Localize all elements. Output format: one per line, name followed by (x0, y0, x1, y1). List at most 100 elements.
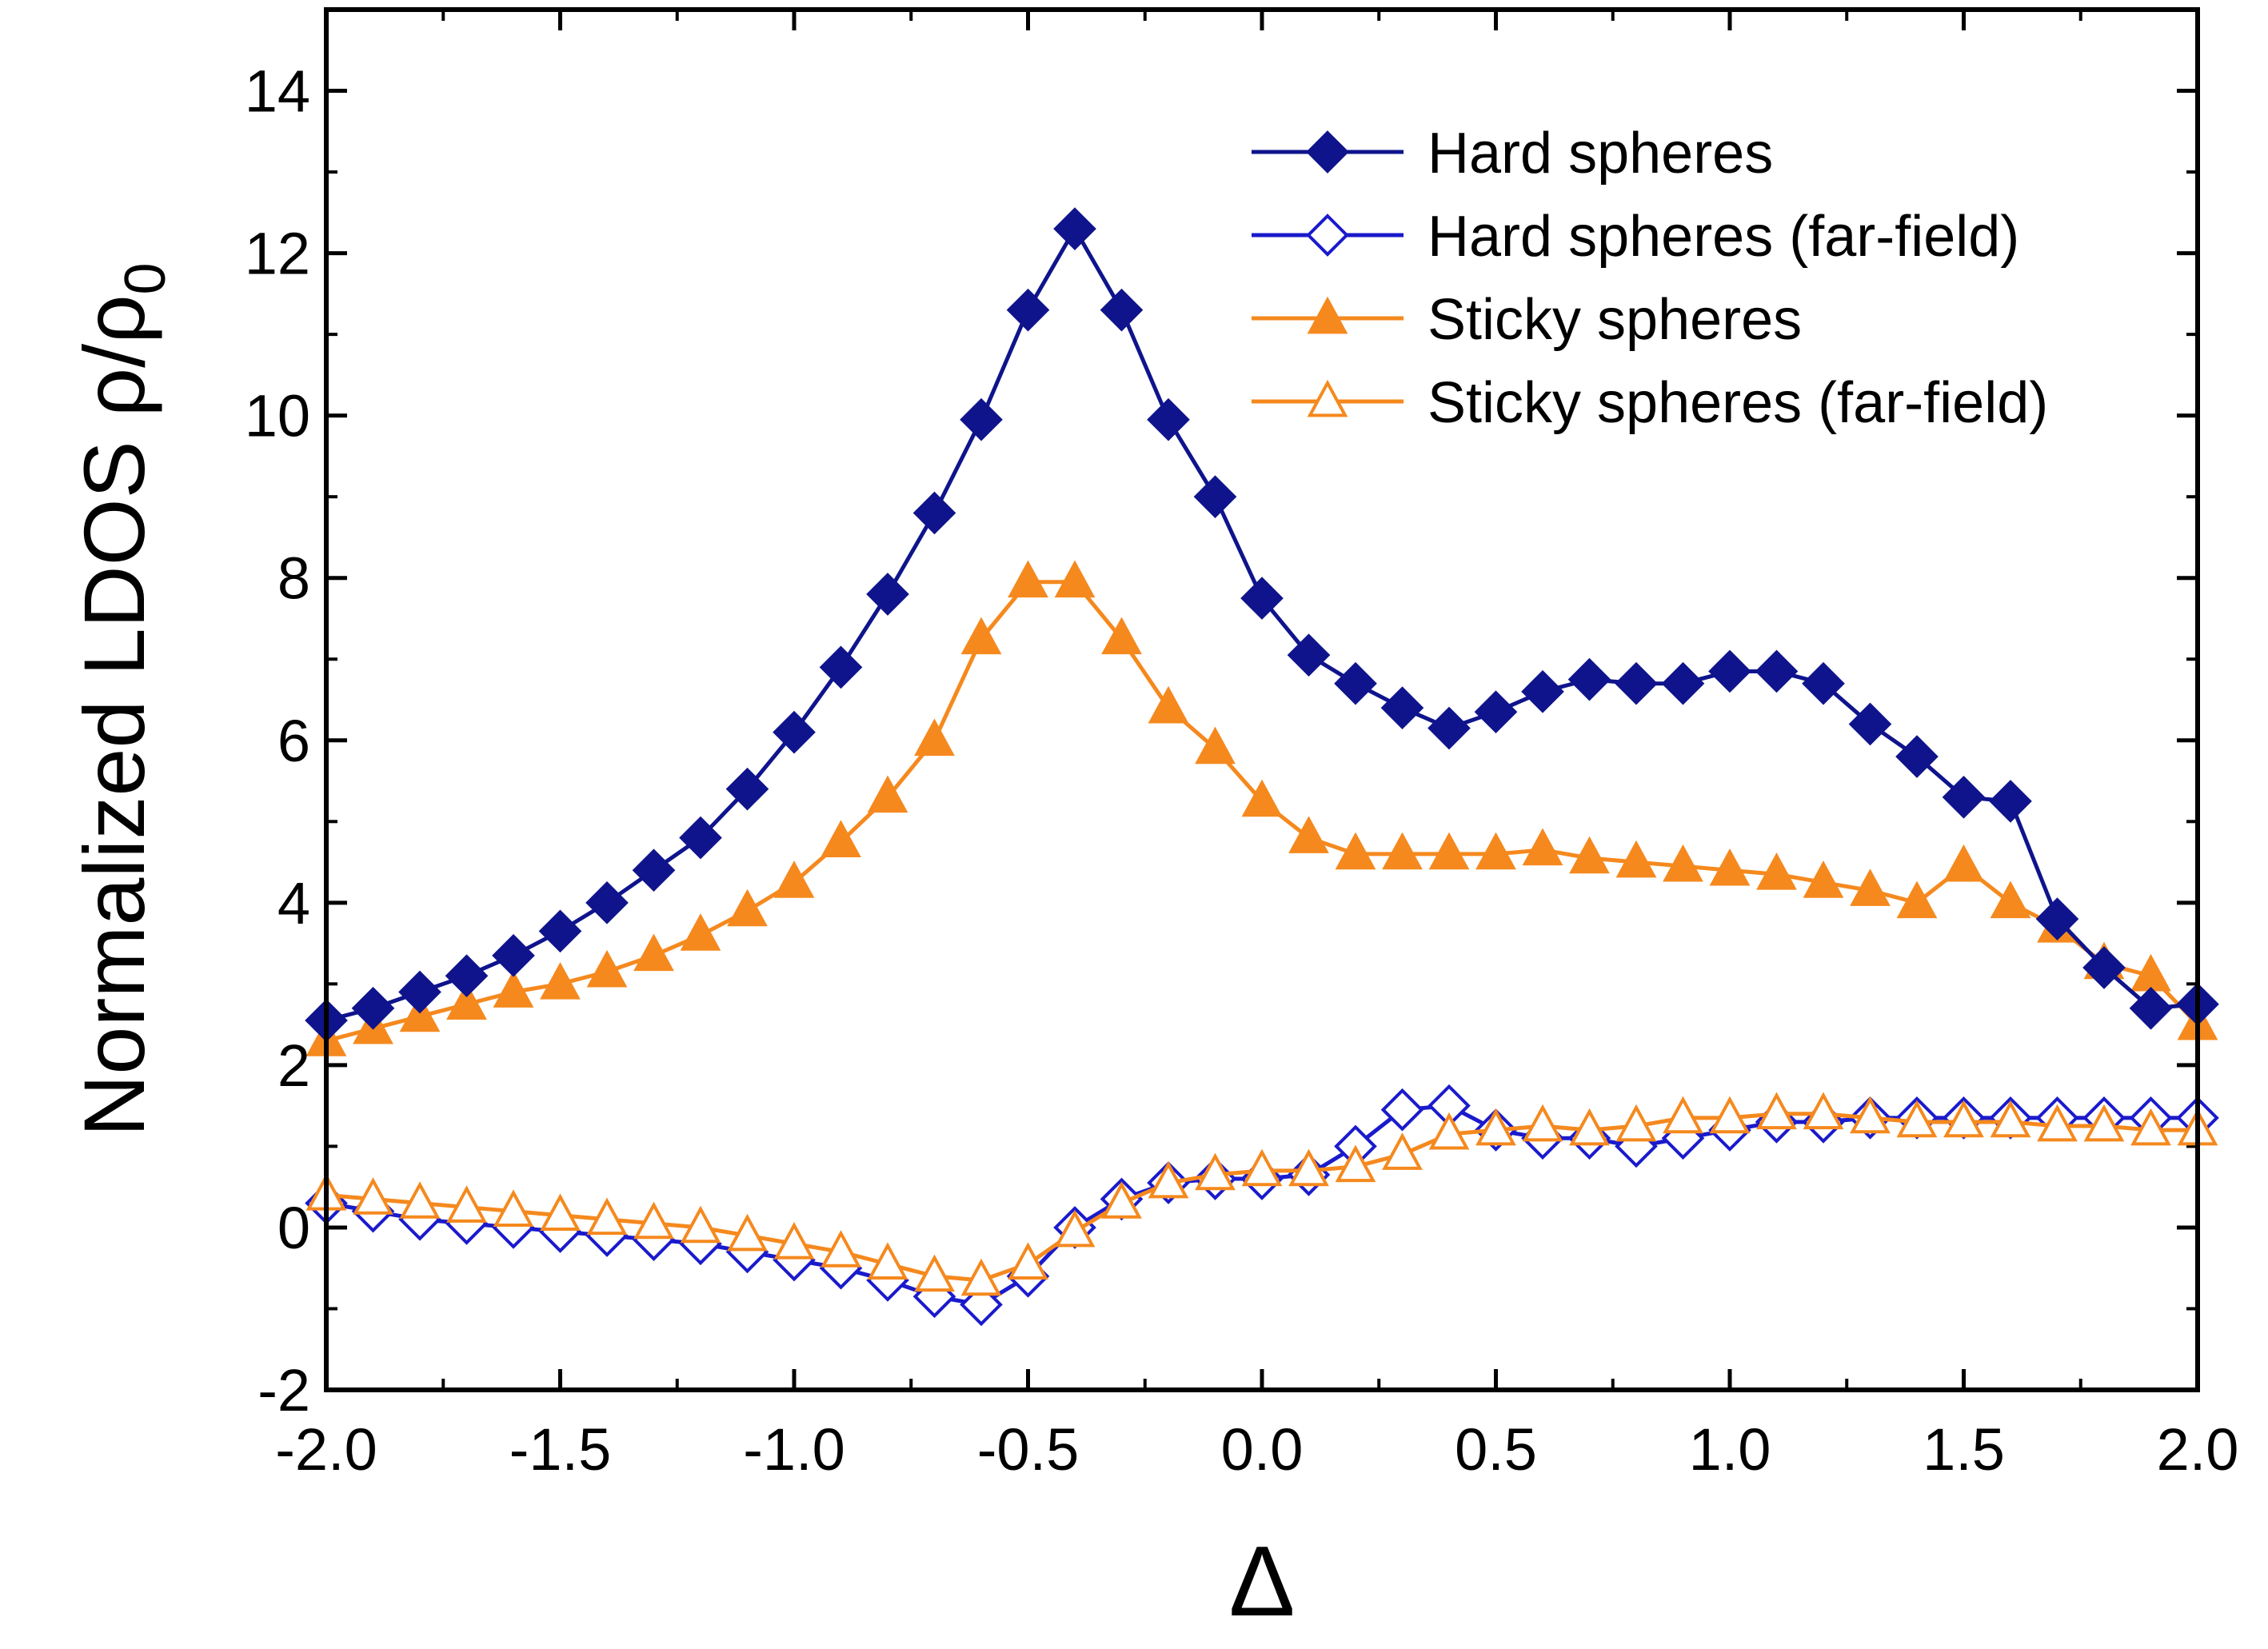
data-point (1147, 397, 1190, 441)
legend-item: Hard spheres (1252, 122, 1773, 186)
legend-label: Sticky spheres (far-field) (1427, 371, 2048, 435)
plot-frame (324, 7, 2200, 1392)
x-axis-title: Δ (1229, 1527, 1296, 1637)
data-point (867, 1242, 908, 1280)
data-point (1942, 776, 1986, 819)
data-point (586, 1197, 628, 1236)
data-point (727, 888, 768, 927)
data-point (1663, 1096, 1703, 1134)
data-point (1100, 288, 1144, 332)
y-tick-label: 8 (278, 545, 310, 612)
data-point (2037, 1104, 2078, 1142)
data-point (586, 949, 628, 988)
data-point (1427, 706, 1471, 750)
data-point (399, 1181, 441, 1219)
data-point (914, 718, 955, 757)
y-tick-label: 0 (278, 1195, 310, 1261)
y-axis-title-main: Normalized LDOS ρ/ρ (66, 294, 162, 1136)
data-point (1661, 661, 1705, 705)
data-point (1240, 577, 1284, 620)
data-point (725, 767, 769, 811)
x-tick-label: 0.0 (1221, 1416, 1304, 1483)
data-point (1054, 560, 1096, 598)
x-tick-label: -1.5 (509, 1416, 612, 1483)
data-point (633, 933, 674, 972)
data-point (1008, 560, 1048, 598)
legend-marker (1306, 130, 1349, 174)
data-point (1708, 649, 1751, 693)
legend-label: Hard spheres (1427, 122, 1773, 186)
data-point (1943, 844, 1984, 882)
data-point (1755, 649, 1799, 693)
data-point (1802, 661, 1845, 705)
data-point (1428, 832, 1470, 870)
data-point (1896, 1100, 1938, 1138)
data-point (1428, 1112, 1470, 1150)
data-point (445, 954, 489, 998)
y-tick-label: 12 (245, 221, 310, 287)
data-point (1569, 836, 1610, 874)
data-point (912, 491, 956, 535)
data-point (1990, 1100, 2031, 1138)
data-point (632, 848, 676, 892)
legend-item: Hard spheres (far-field) (1252, 205, 2019, 269)
data-point (819, 645, 863, 689)
data-point (1615, 661, 1658, 705)
data-point (821, 820, 861, 858)
data-point (1709, 1096, 1751, 1134)
data-point (446, 1185, 487, 1223)
data-point (446, 982, 487, 1020)
data-point (1475, 832, 1516, 870)
y-tick-label: 4 (278, 870, 310, 936)
data-point (585, 880, 629, 924)
data-point (2129, 986, 2173, 1030)
data-point (1148, 1160, 1189, 1199)
data-point (773, 710, 816, 754)
data-point (1101, 1181, 1142, 1219)
data-point (680, 913, 721, 951)
data-point (1380, 686, 1424, 729)
data-point (1334, 661, 1377, 705)
data-point (1756, 1092, 1797, 1130)
legend-marker (1307, 379, 1348, 417)
data-point (1895, 735, 1939, 778)
data-point (1335, 1144, 1376, 1183)
data-point (1241, 1148, 1283, 1187)
data-point (1006, 288, 1050, 332)
data-point (1008, 1242, 1048, 1280)
data-point (1475, 1108, 1516, 1146)
legend-marker (1307, 296, 1348, 334)
legend-label: Sticky spheres (1427, 288, 1802, 352)
data-point (821, 1230, 861, 1268)
data-point (1101, 617, 1142, 655)
x-tick-label: -1.0 (743, 1416, 845, 1483)
data-point (960, 397, 1003, 441)
data-point (2082, 946, 2126, 989)
data-point (680, 1205, 721, 1244)
data-point (1615, 1104, 1657, 1142)
data-point (1850, 868, 1891, 906)
y-tick-label: 14 (245, 58, 310, 125)
legend-label: Hard spheres (far-field) (1427, 205, 2019, 269)
data-point (867, 775, 908, 813)
data-point (960, 617, 1002, 655)
data-point (1850, 1096, 1891, 1134)
data-point (1848, 702, 1892, 746)
data-point (351, 986, 395, 1030)
x-tick-label: 1.0 (1689, 1416, 1771, 1483)
data-point (1990, 880, 2031, 919)
data-point (540, 1193, 581, 1232)
data-point (1288, 1148, 1329, 1187)
data-point (1382, 1132, 1423, 1170)
y-tick-label: 6 (278, 708, 310, 774)
data-point (1382, 832, 1423, 870)
series-0 (305, 207, 2219, 1042)
data-point (866, 573, 909, 616)
legend-marker (1306, 214, 1349, 257)
series-3 (305, 1092, 2218, 1296)
data-point (1522, 1104, 1563, 1142)
y-tick-label: 10 (245, 383, 310, 449)
data-point (773, 860, 815, 898)
legend-item: Sticky spheres (far-field) (1252, 371, 2048, 435)
